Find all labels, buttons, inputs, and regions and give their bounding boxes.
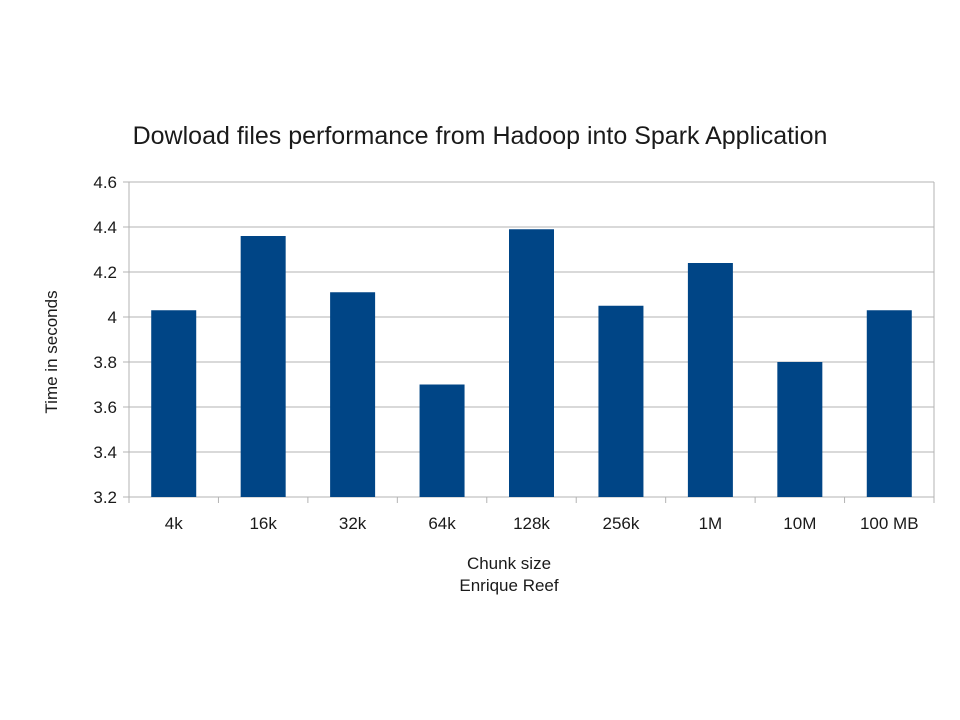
axes — [128, 182, 935, 503]
y-tick-label: 3.2 — [93, 488, 117, 507]
x-tick-label: 10M — [783, 514, 816, 533]
y-tick-label: 4.6 — [93, 173, 117, 192]
chart-title: Dowload files performance from Hadoop in… — [133, 122, 828, 150]
y-tick-label: 3.8 — [93, 353, 117, 372]
bar-128k — [509, 229, 554, 497]
bars — [151, 229, 912, 497]
y-axis-label: Time in seconds — [42, 290, 61, 413]
y-tick-label: 3.4 — [93, 443, 117, 462]
x-tick-label: 100 MB — [860, 514, 919, 533]
bar-100-mb — [866, 310, 912, 497]
bar-1m — [687, 263, 733, 497]
x-tick-labels: 4k 16k 32k 64k 128k 256k 1M 10M 100 MB — [165, 514, 919, 533]
x-tick-label: 16k — [249, 514, 277, 533]
x-tick-label: 64k — [428, 514, 456, 533]
bar-64k — [419, 384, 465, 497]
bar-256k — [598, 305, 644, 497]
y-tick-labels: 3.2 3.4 3.6 3.8 4 4.2 4.4 4.6 — [93, 173, 117, 507]
x-tick-label: 256k — [603, 514, 640, 533]
bar-10m — [777, 362, 823, 497]
y-tick-label: 4.2 — [93, 263, 117, 282]
x-tick-label: 4k — [165, 514, 183, 533]
x-tick-label: 32k — [339, 514, 367, 533]
bar-32k — [330, 292, 376, 497]
x-tick-label: 1M — [699, 514, 723, 533]
y-tick-label: 4 — [108, 308, 117, 327]
y-tick-label: 3.6 — [93, 398, 117, 417]
bar-4k — [151, 310, 197, 497]
bar-16k — [240, 236, 286, 497]
x-axis-sublabel: Enrique Reef — [459, 576, 559, 595]
y-tick-label: 4.4 — [93, 218, 117, 237]
x-tick-label: 128k — [513, 514, 550, 533]
x-axis-label: Chunk size — [467, 554, 551, 573]
